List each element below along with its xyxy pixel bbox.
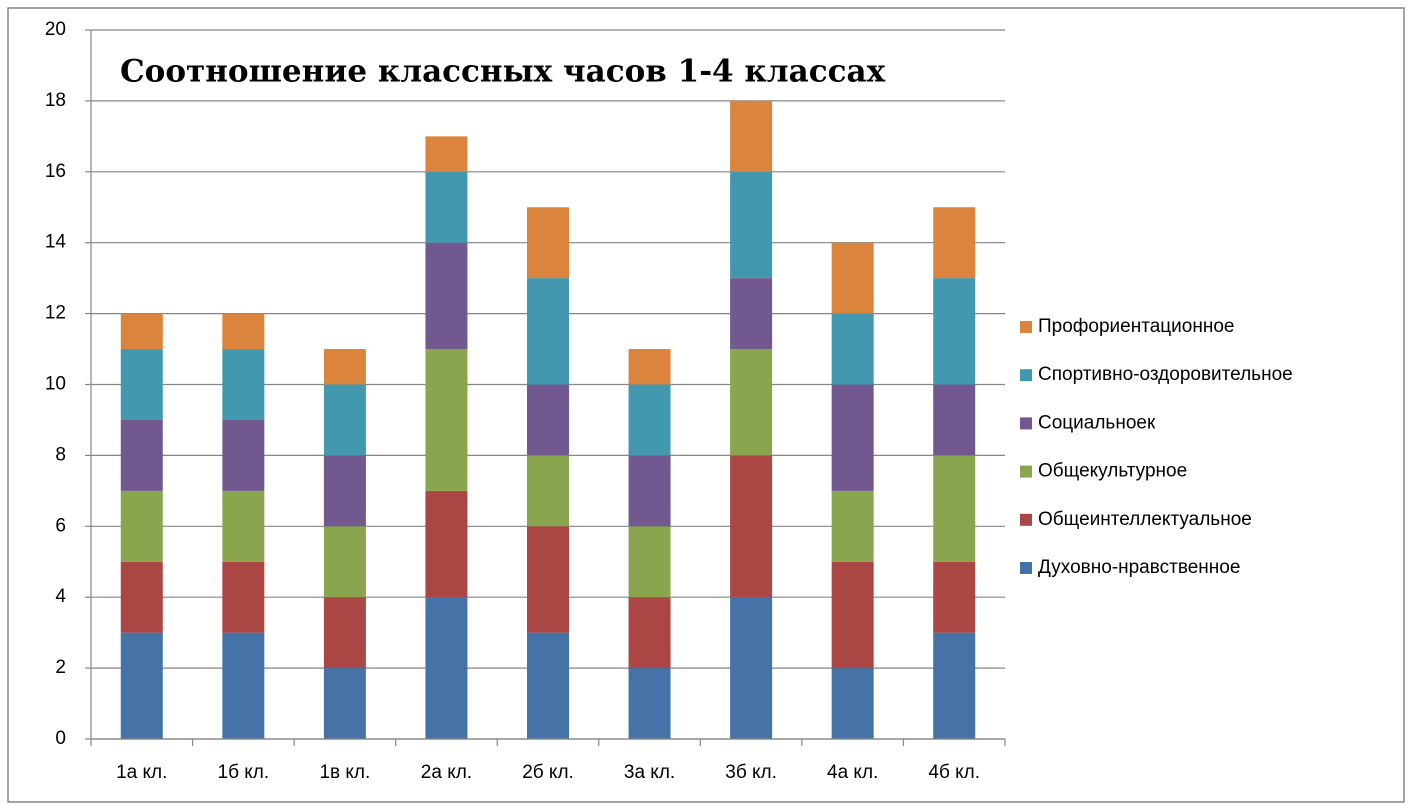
legend-label: Духовно-нравственное xyxy=(1038,557,1240,578)
legend-swatch xyxy=(1020,562,1032,574)
bar-segment xyxy=(730,278,773,350)
y-tick-label: 12 xyxy=(45,303,66,324)
y-tick-label: 16 xyxy=(45,161,66,182)
bar-segment xyxy=(831,242,874,314)
y-tick-label: 4 xyxy=(55,586,66,607)
x-tick-label: 3а кл. xyxy=(624,762,675,783)
x-tick-label: 1в кл. xyxy=(319,762,370,783)
bar-segment xyxy=(222,349,265,420)
bar-segment xyxy=(425,171,468,243)
legend-label: Общекультурное xyxy=(1038,461,1187,482)
bar-segment xyxy=(527,384,569,456)
bar-segment xyxy=(323,384,366,456)
bar-segment xyxy=(933,455,976,562)
y-tick-label: 14 xyxy=(45,232,67,253)
legend-label: Профориентационное xyxy=(1038,316,1234,337)
legend-label: Общеинтеллектуальное xyxy=(1038,509,1252,530)
bar-segment xyxy=(222,632,265,739)
bar-segment xyxy=(628,349,671,385)
y-tick-label: 10 xyxy=(45,374,66,395)
bar-segment xyxy=(222,490,265,562)
bar-segment xyxy=(120,419,163,491)
chart-title: Соотношение классных часов 1-4 классах xyxy=(120,54,886,90)
legend-swatch xyxy=(1020,465,1032,478)
bar-segment xyxy=(323,526,366,598)
bar-segment xyxy=(933,632,976,739)
bar-segment xyxy=(120,490,163,562)
legend-swatch xyxy=(1020,417,1032,430)
bar-segment xyxy=(425,490,468,598)
bar-segment xyxy=(323,349,366,385)
bar-segment xyxy=(222,561,265,633)
bar-segment xyxy=(628,526,671,598)
bar-segment xyxy=(527,278,569,385)
bar-segment xyxy=(831,561,874,669)
legend-swatch xyxy=(1020,369,1032,382)
bar-segment xyxy=(831,668,874,739)
bar-segment xyxy=(323,668,366,739)
y-tick-label: 6 xyxy=(55,515,66,536)
bar-segment xyxy=(425,242,468,350)
bar-segment xyxy=(222,313,265,350)
bar-segment xyxy=(120,349,163,420)
bar-segment xyxy=(120,313,163,350)
bar-segment xyxy=(933,207,976,279)
bar-segment xyxy=(628,455,671,527)
y-tick-label: 18 xyxy=(45,90,66,111)
bar-segment xyxy=(323,597,366,669)
bar-segment xyxy=(425,349,468,491)
x-tick-label: 4а кл. xyxy=(827,762,878,783)
y-tick-label: 0 xyxy=(55,728,66,749)
bar-segment xyxy=(730,597,773,739)
chart-border xyxy=(7,7,1405,803)
bar-segment xyxy=(120,561,163,633)
legend-swatch xyxy=(1020,321,1032,333)
x-tick-label: 4б кл. xyxy=(928,762,980,783)
bar-segment xyxy=(425,136,468,172)
bar-segment xyxy=(628,668,671,739)
bar-segment xyxy=(425,597,468,739)
x-tick-label: 2а кл. xyxy=(421,762,472,783)
bar-segment xyxy=(730,349,773,456)
bar-segment xyxy=(222,419,265,491)
bar-segment xyxy=(120,632,163,739)
bar-segment xyxy=(730,171,773,279)
bar-segment xyxy=(831,384,874,491)
bar-segment xyxy=(527,207,569,279)
legend-label: Спортивно-оздоровительное xyxy=(1038,364,1293,385)
x-tick-label: 2б кл. xyxy=(522,762,574,783)
y-tick-label: 20 xyxy=(45,19,66,40)
x-tick-label: 1а кл. xyxy=(116,762,167,783)
bar-segment xyxy=(730,100,773,172)
bar-segment xyxy=(933,561,976,633)
bar-segment xyxy=(527,455,569,527)
bar-segment xyxy=(628,384,671,456)
bar-segment xyxy=(831,313,874,385)
y-tick-label: 2 xyxy=(55,657,66,678)
bar-segment xyxy=(933,278,976,385)
y-tick-label: 8 xyxy=(55,444,66,465)
bar-segment xyxy=(323,455,366,527)
bar-segment xyxy=(628,597,671,669)
bar-segment xyxy=(527,526,569,633)
bar-segment xyxy=(730,455,773,598)
legend-label: Социальноек xyxy=(1038,412,1156,433)
x-tick-label: 1б кл. xyxy=(218,762,270,783)
legend-swatch xyxy=(1020,513,1032,526)
bar-segment xyxy=(527,632,569,739)
x-tick-label: 3б кл. xyxy=(725,762,777,783)
bar-segment xyxy=(933,384,976,456)
bar-segment xyxy=(831,490,874,562)
